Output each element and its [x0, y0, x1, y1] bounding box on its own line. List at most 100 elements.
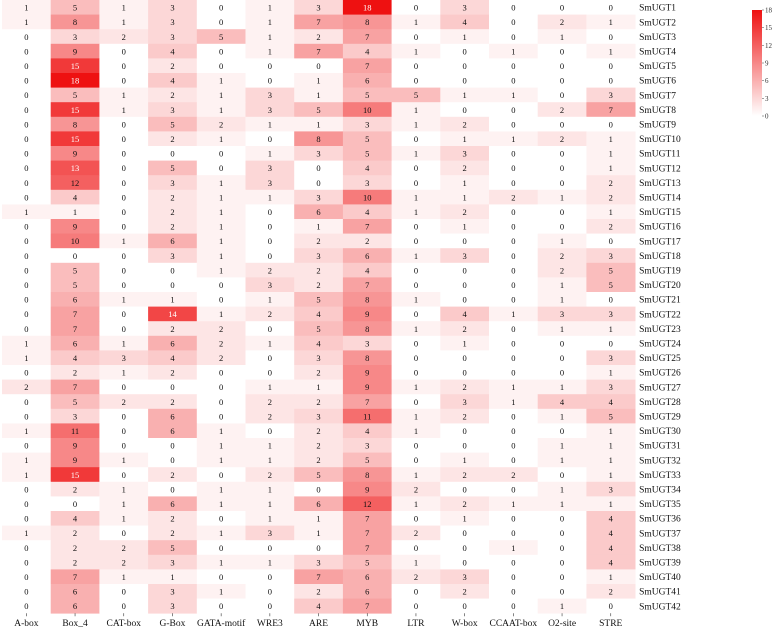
- cell-value-label: 0: [560, 514, 564, 524]
- heatmap-cell: [586, 511, 636, 526]
- heatmap-cell: [391, 335, 441, 351]
- cell-value-label: 0: [268, 324, 272, 334]
- heatmap-cell: [99, 292, 149, 307]
- cell-value-label: 2: [463, 163, 467, 173]
- cell-value-label: 8: [365, 324, 369, 334]
- cell-value-label: 6: [316, 499, 320, 509]
- cell-value-label: 1: [609, 163, 613, 173]
- cell-value-label: 5: [73, 3, 77, 13]
- heatmap-cell: [586, 481, 636, 497]
- cell-value-label: 1: [219, 441, 223, 451]
- cell-value-label: 3: [365, 338, 369, 348]
- heatmap-cell: [537, 58, 587, 74]
- cell-value-label: 0: [24, 484, 28, 494]
- cell-value-label: 10: [363, 105, 372, 115]
- cell-value-label: 1: [560, 441, 564, 451]
- heatmap-cell: [99, 87, 149, 103]
- heatmap-cell: [245, 292, 295, 307]
- heatmap-cell: [586, 569, 636, 585]
- heatmap-cell: [537, 14, 587, 30]
- column-label: ARE: [309, 619, 328, 628]
- cell-value-label: 1: [268, 17, 272, 27]
- cell-value-label: 2: [73, 543, 77, 553]
- cell-value-label: 1: [560, 382, 564, 392]
- heatmap-cell: [440, 365, 490, 380]
- heatmap-cell: [391, 116, 441, 132]
- cell-value-label: 0: [122, 76, 126, 86]
- heatmap-cell: [342, 379, 392, 395]
- heatmap-cell: [294, 262, 344, 278]
- cell-value-label: 1: [268, 455, 272, 465]
- row-labels: SmUGT1 SmUGT2 SmUGT3 SmUGT4 SmUGT5 SmUGT6 SmUG…: [639, 4, 681, 613]
- heatmap-cell: [342, 394, 392, 410]
- heatmap-cell: [2, 146, 52, 161]
- heatmap-cell: [50, 175, 100, 191]
- heatmap-cell: [342, 204, 392, 220]
- heatmap-cell: [489, 87, 539, 103]
- cell-value-label: 4: [73, 353, 78, 363]
- cell-value-label: 4: [463, 309, 468, 319]
- heatmap-cell: [586, 248, 636, 264]
- heatmap-cell: [391, 452, 441, 468]
- cell-value-label: 5: [609, 280, 613, 290]
- heatmap-cell: [148, 365, 198, 380]
- heatmap-cell: [294, 350, 344, 366]
- heatmap-cell: [537, 554, 587, 570]
- cell-value-label: 0: [24, 90, 28, 100]
- cell-value-label: 2: [268, 411, 272, 421]
- cell-value-label: 1: [511, 397, 515, 407]
- heatmap-cell: [245, 146, 295, 161]
- cell-value-label: 1: [463, 134, 467, 144]
- heatmap-cell: [489, 423, 539, 439]
- cell-value-label: 0: [560, 572, 564, 582]
- cell-value-label: 3: [268, 90, 272, 100]
- heatmap-cell: [440, 321, 490, 337]
- cell-value-label: 0: [24, 411, 28, 421]
- column-label: W-box: [452, 619, 478, 628]
- cell-value-label: 2: [170, 528, 174, 538]
- heatmap-cell: [245, 248, 295, 264]
- heatmap-cell: [2, 160, 52, 176]
- heatmap-cell: [50, 379, 100, 395]
- cell-value-label: 1: [268, 192, 272, 202]
- heatmap-cell: [294, 175, 344, 191]
- heatmap-cell: [342, 277, 392, 293]
- heatmap-cell: [537, 204, 587, 220]
- cell-value-label: 0: [24, 178, 28, 188]
- cell-value-label: 0: [511, 455, 515, 465]
- cell-value-label: 3: [268, 178, 272, 188]
- heatmap-cell: [586, 204, 636, 220]
- row-label: SmUGT35: [639, 500, 681, 510]
- heatmap-cell: [342, 321, 392, 337]
- heatmap-cell: [50, 277, 100, 293]
- heatmap-cell: [148, 438, 198, 453]
- cell-value-label: 0: [609, 295, 613, 305]
- legend-tick-label: 18: [765, 7, 773, 15]
- row-label: SmUGT42: [639, 602, 681, 612]
- heatmap-cell: [245, 102, 295, 118]
- cell-value-label: 0: [219, 295, 223, 305]
- heatmap-cell: [342, 14, 392, 30]
- cell-value-label: 5: [73, 397, 77, 407]
- cell-value-label: 0: [122, 280, 126, 290]
- cell-value-label: 0: [219, 397, 223, 407]
- cell-value-label: 0: [463, 557, 467, 567]
- heatmap-cell: [50, 540, 100, 556]
- legend-colorbar: [752, 10, 762, 116]
- cell-value-label: 1: [316, 90, 320, 100]
- cell-value-label: 0: [463, 61, 467, 71]
- heatmap-cell: [489, 233, 539, 249]
- row-label: SmUGT5: [639, 62, 676, 72]
- cell-value-label: 2: [170, 324, 174, 334]
- heatmap-cell: [489, 146, 539, 161]
- cell-value-label: 1: [73, 207, 77, 217]
- cell-value-label: 0: [560, 46, 564, 56]
- cell-value-label: 8: [365, 470, 369, 480]
- column-label: Box_4: [62, 619, 88, 628]
- cell-value-label: 9: [73, 46, 77, 56]
- cell-value-label: 0: [609, 338, 613, 348]
- heatmap-cell: [537, 598, 587, 614]
- heatmap-cell: [50, 365, 100, 380]
- cell-value-label: 1: [219, 557, 223, 567]
- heatmap-cell: [440, 160, 490, 176]
